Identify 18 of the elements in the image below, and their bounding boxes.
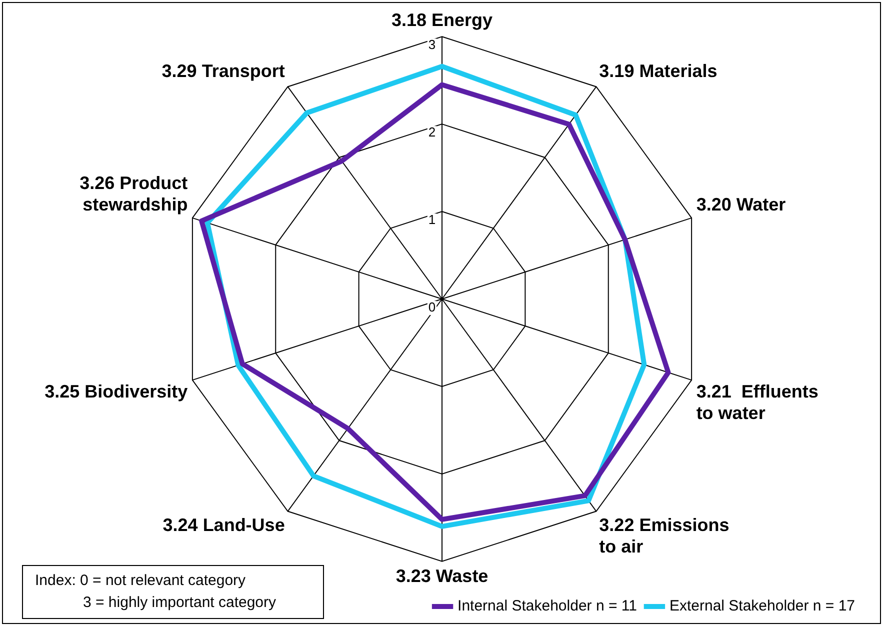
spoke-label: 3.25 Biodiversity [44, 381, 188, 402]
spoke-label: 3.20 Water [696, 194, 786, 215]
y-tick-label: 2 [428, 124, 436, 140]
y-tick-label: 1 [428, 212, 436, 228]
legend-label: External Stakeholder n = 17 [669, 598, 856, 615]
spoke-label: 3.18 Energy [391, 10, 493, 30]
spoke-label: 3.26 Product stewardship [80, 172, 188, 215]
y-tick-label: 3 [428, 37, 436, 52]
spoke-label: 3.19 Materials [599, 60, 718, 81]
text: Index: 0 = not relevant category [35, 571, 247, 591]
spoke-label: 3.21 Effluents to water [696, 381, 818, 423]
spoke-label: 3.29 Transport [162, 60, 285, 81]
spoke-label: 3.23 Waste [396, 566, 488, 586]
legend-label: Internal Stakeholder n = 11 [458, 598, 637, 615]
spoke-label: 3.22 Emissions to air [599, 515, 730, 557]
spoke-label: 3.24 Land-Use [162, 515, 285, 536]
y-tick-label: 0 [428, 300, 436, 315]
text: 3 = highly important category [82, 593, 278, 613]
